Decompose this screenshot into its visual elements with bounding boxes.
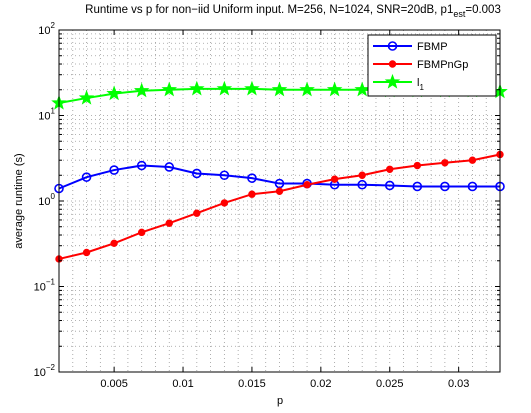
data-point-fbmp [412, 181, 423, 192]
y-tick-label: 10−1 [34, 278, 56, 294]
data-point-l [133, 82, 150, 98]
x-tick-label: 0.01 [172, 378, 193, 390]
data-point-fbmpngp [193, 209, 201, 217]
y-tick-label: 10−2 [34, 363, 56, 379]
data-point-l [326, 81, 343, 97]
series-line-fbmp [58, 164, 500, 190]
data-point-fbmp [384, 180, 395, 191]
data-point-l [78, 89, 95, 105]
data-point-fbmp [109, 165, 119, 175]
x-tick-labels: 0.005 0.01 0.015 0.02 0.025 0.03 [100, 378, 469, 390]
legend-item-l: l1 [373, 73, 424, 92]
data-point-l [354, 81, 370, 97]
data-point-fbmp [192, 168, 202, 179]
chart-title: Runtime vs p for non−iid Uniform input. … [85, 4, 501, 19]
series-fbmpngp [55, 150, 504, 263]
legend-marker-fbmp [387, 41, 398, 51]
data-point-l [299, 81, 315, 97]
y-tick-labels: 10−2 10−1 100 101 102 [34, 21, 56, 379]
data-point-fbmpngp [165, 219, 173, 227]
y-tick-label: 102 [38, 21, 55, 37]
data-point-fbmp [136, 160, 147, 171]
legend-item-fbmp: FBMP [373, 41, 448, 53]
y-axis-label: average runtime (s) [13, 153, 25, 248]
data-point-fbmpngp [248, 190, 256, 198]
data-point-fbmp [247, 173, 257, 183]
legend-marker-fbmpngp [388, 60, 397, 68]
data-point-l [161, 81, 178, 97]
data-point-fbmpngp [82, 248, 91, 257]
data-point-fbmpngp [110, 239, 118, 248]
legend-label-fbmp: FBMP [417, 41, 448, 53]
data-point-fbmp [440, 181, 450, 192]
y-tick-label: 101 [38, 107, 55, 123]
data-point-fbmpngp [275, 187, 284, 195]
x-tick-label: 0.025 [376, 378, 404, 390]
data-point-fbmp [164, 162, 175, 172]
data-point-l [216, 80, 233, 96]
legend-item-fbmpngp: FBMPnGp [373, 59, 468, 71]
x-tick-label: 0.02 [310, 378, 331, 390]
data-point-l [244, 80, 260, 96]
data-point-fbmpngp [413, 161, 422, 170]
y-tick-label: 100 [38, 192, 55, 208]
data-point-fbmpngp [303, 181, 311, 189]
legend-label-l: l1 [417, 77, 424, 92]
data-point-fbmpngp [137, 228, 146, 237]
data-point-fbmp [357, 179, 367, 190]
data-point-fbmpngp [358, 171, 366, 179]
legend-label-fbmpngp: FBMPnGp [417, 59, 468, 71]
data-point-fbmpngp [330, 175, 339, 183]
data-point-l [271, 81, 288, 97]
data-point-fbmp [81, 172, 92, 182]
data-point-fbmp [219, 170, 230, 181]
data-point-l [106, 85, 122, 101]
data-point-fbmp [274, 178, 285, 189]
x-tick-label: 0.015 [238, 378, 266, 390]
data-point-fbmpngp [441, 159, 449, 167]
data-point-fbmpngp [386, 165, 394, 173]
data-point-fbmpngp [468, 156, 477, 164]
data-point-fbmpngp [220, 199, 229, 207]
legend-marker-l [384, 73, 401, 89]
axis-ticks [59, 29, 500, 373]
legend: FBMP FBMPnGp l1 [367, 34, 497, 97]
x-tick-label: 0.03 [448, 378, 469, 390]
data-point-fbmp [467, 181, 478, 192]
x-tick-label: 0.005 [100, 378, 128, 390]
x-axis-label: p [277, 395, 283, 407]
data-point-l [189, 80, 205, 96]
